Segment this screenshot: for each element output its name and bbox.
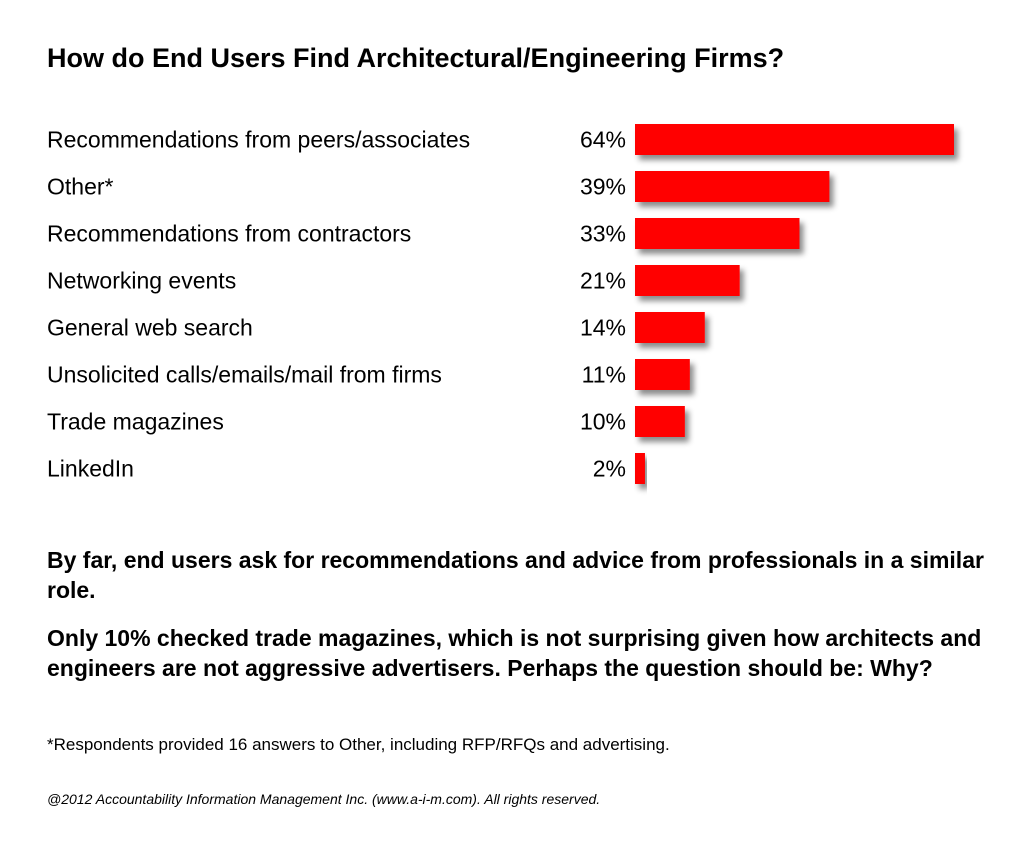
category-label: Unsolicited calls/emails/mail from firms <box>47 362 442 388</box>
bar <box>635 359 690 390</box>
bar <box>635 453 645 484</box>
takeaway-recommendations: By far, end users ask for recommendation… <box>47 547 984 603</box>
value-label: 21% <box>580 268 626 294</box>
value-label: 11% <box>582 362 626 388</box>
footnote: *Respondents provided 16 answers to Othe… <box>47 735 670 754</box>
value-label: 2% <box>593 456 626 482</box>
category-label: Recommendations from peers/associates <box>47 127 470 153</box>
bar <box>635 406 685 437</box>
value-label: 10% <box>580 409 626 435</box>
bar <box>635 218 800 249</box>
value-label: 33% <box>580 221 626 247</box>
category-label: General web search <box>47 315 253 341</box>
chart-title: How do End Users Find Architectural/Engi… <box>47 43 785 73</box>
bar <box>635 171 830 202</box>
category-label: LinkedIn <box>47 456 134 482</box>
category-label: Other* <box>47 174 114 200</box>
takeaway-trade-magazines: Only 10% checked trade magazines, which … <box>47 625 982 681</box>
category-label: Networking events <box>47 268 236 294</box>
category-label: Recommendations from contractors <box>47 221 411 247</box>
bar <box>635 124 954 155</box>
value-label: 14% <box>580 315 626 341</box>
category-label: Trade magazines <box>47 409 224 435</box>
value-label: 64% <box>580 127 626 153</box>
bar <box>635 312 705 343</box>
copyright-notice: @2012 Accountability Information Managem… <box>47 791 601 807</box>
bar <box>635 265 740 296</box>
value-label: 39% <box>580 174 626 200</box>
bar-chart: Recommendations from peers/associates 64%… <box>47 124 954 484</box>
